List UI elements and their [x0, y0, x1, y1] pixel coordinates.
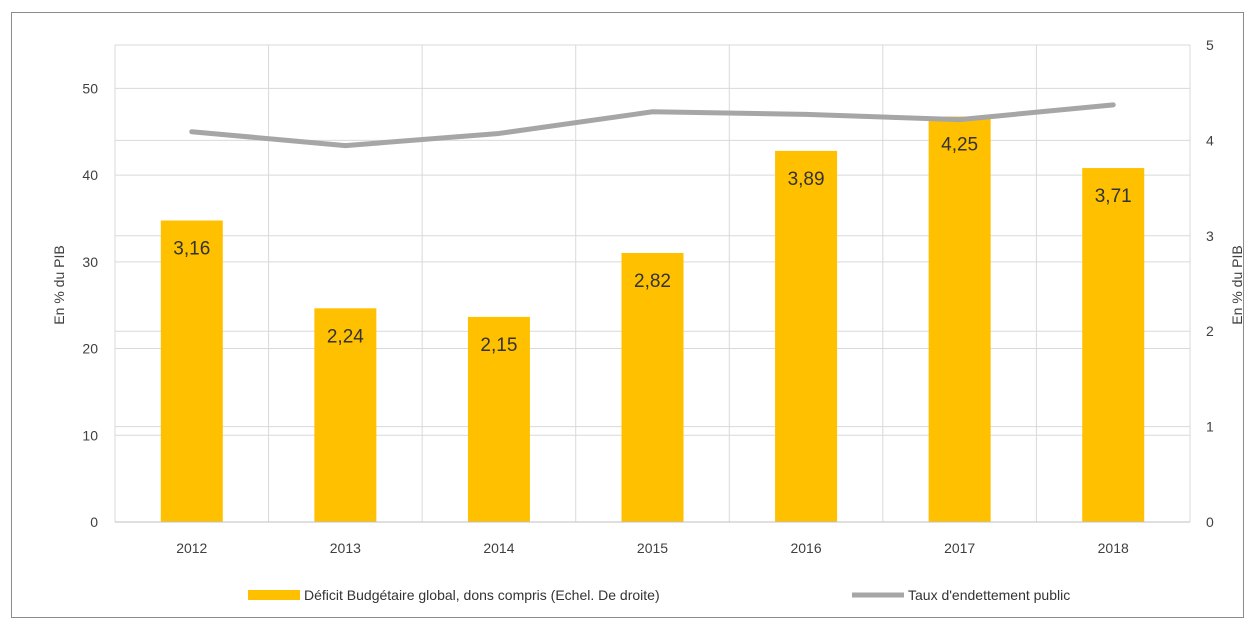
x-tick-label: 2016	[790, 540, 821, 556]
y-axis-right-title: En % du PIB	[1229, 245, 1245, 324]
y-right-tick-label: 1	[1206, 419, 1214, 435]
x-tick-label: 2017	[944, 540, 975, 556]
x-tick-label: 2018	[1098, 540, 1129, 556]
bar-data-label: 4,25	[941, 135, 978, 156]
x-tick-label: 2013	[330, 540, 361, 556]
y-right-tick-label: 4	[1206, 132, 1214, 148]
bar	[314, 308, 377, 522]
bar	[928, 116, 991, 523]
y-left-tick-label: 10	[82, 427, 98, 443]
y-left-tick-label: 40	[82, 167, 98, 183]
bar-data-label: 2,82	[634, 271, 671, 292]
x-tick-label: 2015	[637, 540, 668, 556]
bar	[1082, 168, 1145, 523]
bar-data-label: 2,24	[327, 326, 364, 347]
bar-data-label: 3,89	[788, 169, 825, 190]
y-right-tick-label: 0	[1206, 514, 1214, 530]
y-axis-left-title: En % du PIB	[51, 245, 67, 324]
y-right-tick-label: 3	[1206, 228, 1214, 244]
line-series	[189, 102, 1116, 149]
y-left-tick-label: 20	[82, 341, 98, 357]
y-right-tick-label: 2	[1206, 323, 1214, 339]
bar-data-label: 3,71	[1095, 186, 1132, 207]
y-right-tick-label: 5	[1206, 37, 1214, 53]
legend-label-debt: Taux d'endettement public	[908, 587, 1070, 603]
y-left-tick-label: 50	[82, 80, 98, 96]
debt-line	[189, 102, 1116, 149]
bar-series	[160, 116, 1145, 523]
legend-swatch-deficit	[248, 590, 300, 600]
data-labels: 3,16 2,24 2,15 2,82 3,89 4,25 3,71	[173, 135, 1131, 356]
y-left-tick-label: 30	[82, 254, 98, 270]
x-tick-label: 2012	[176, 540, 207, 556]
legend-label-deficit: Déficit Budgétaire global, dons compris …	[304, 587, 660, 603]
bar-data-label: 2,15	[480, 335, 517, 356]
y-left-tick-label: 0	[90, 514, 98, 530]
bar-data-label: 3,16	[173, 239, 210, 260]
x-tick-label: 2014	[483, 540, 514, 556]
bar	[775, 150, 838, 523]
bar	[467, 316, 530, 522]
bar	[621, 252, 684, 523]
axes: 0 10 20 30 40 50 0 1 2 3 4 5 2012 2013 2014 2015 2016 201…	[82, 37, 1214, 556]
legend: Déficit Budgétaire global, dons compris …	[248, 587, 1070, 603]
bar	[160, 220, 223, 522]
